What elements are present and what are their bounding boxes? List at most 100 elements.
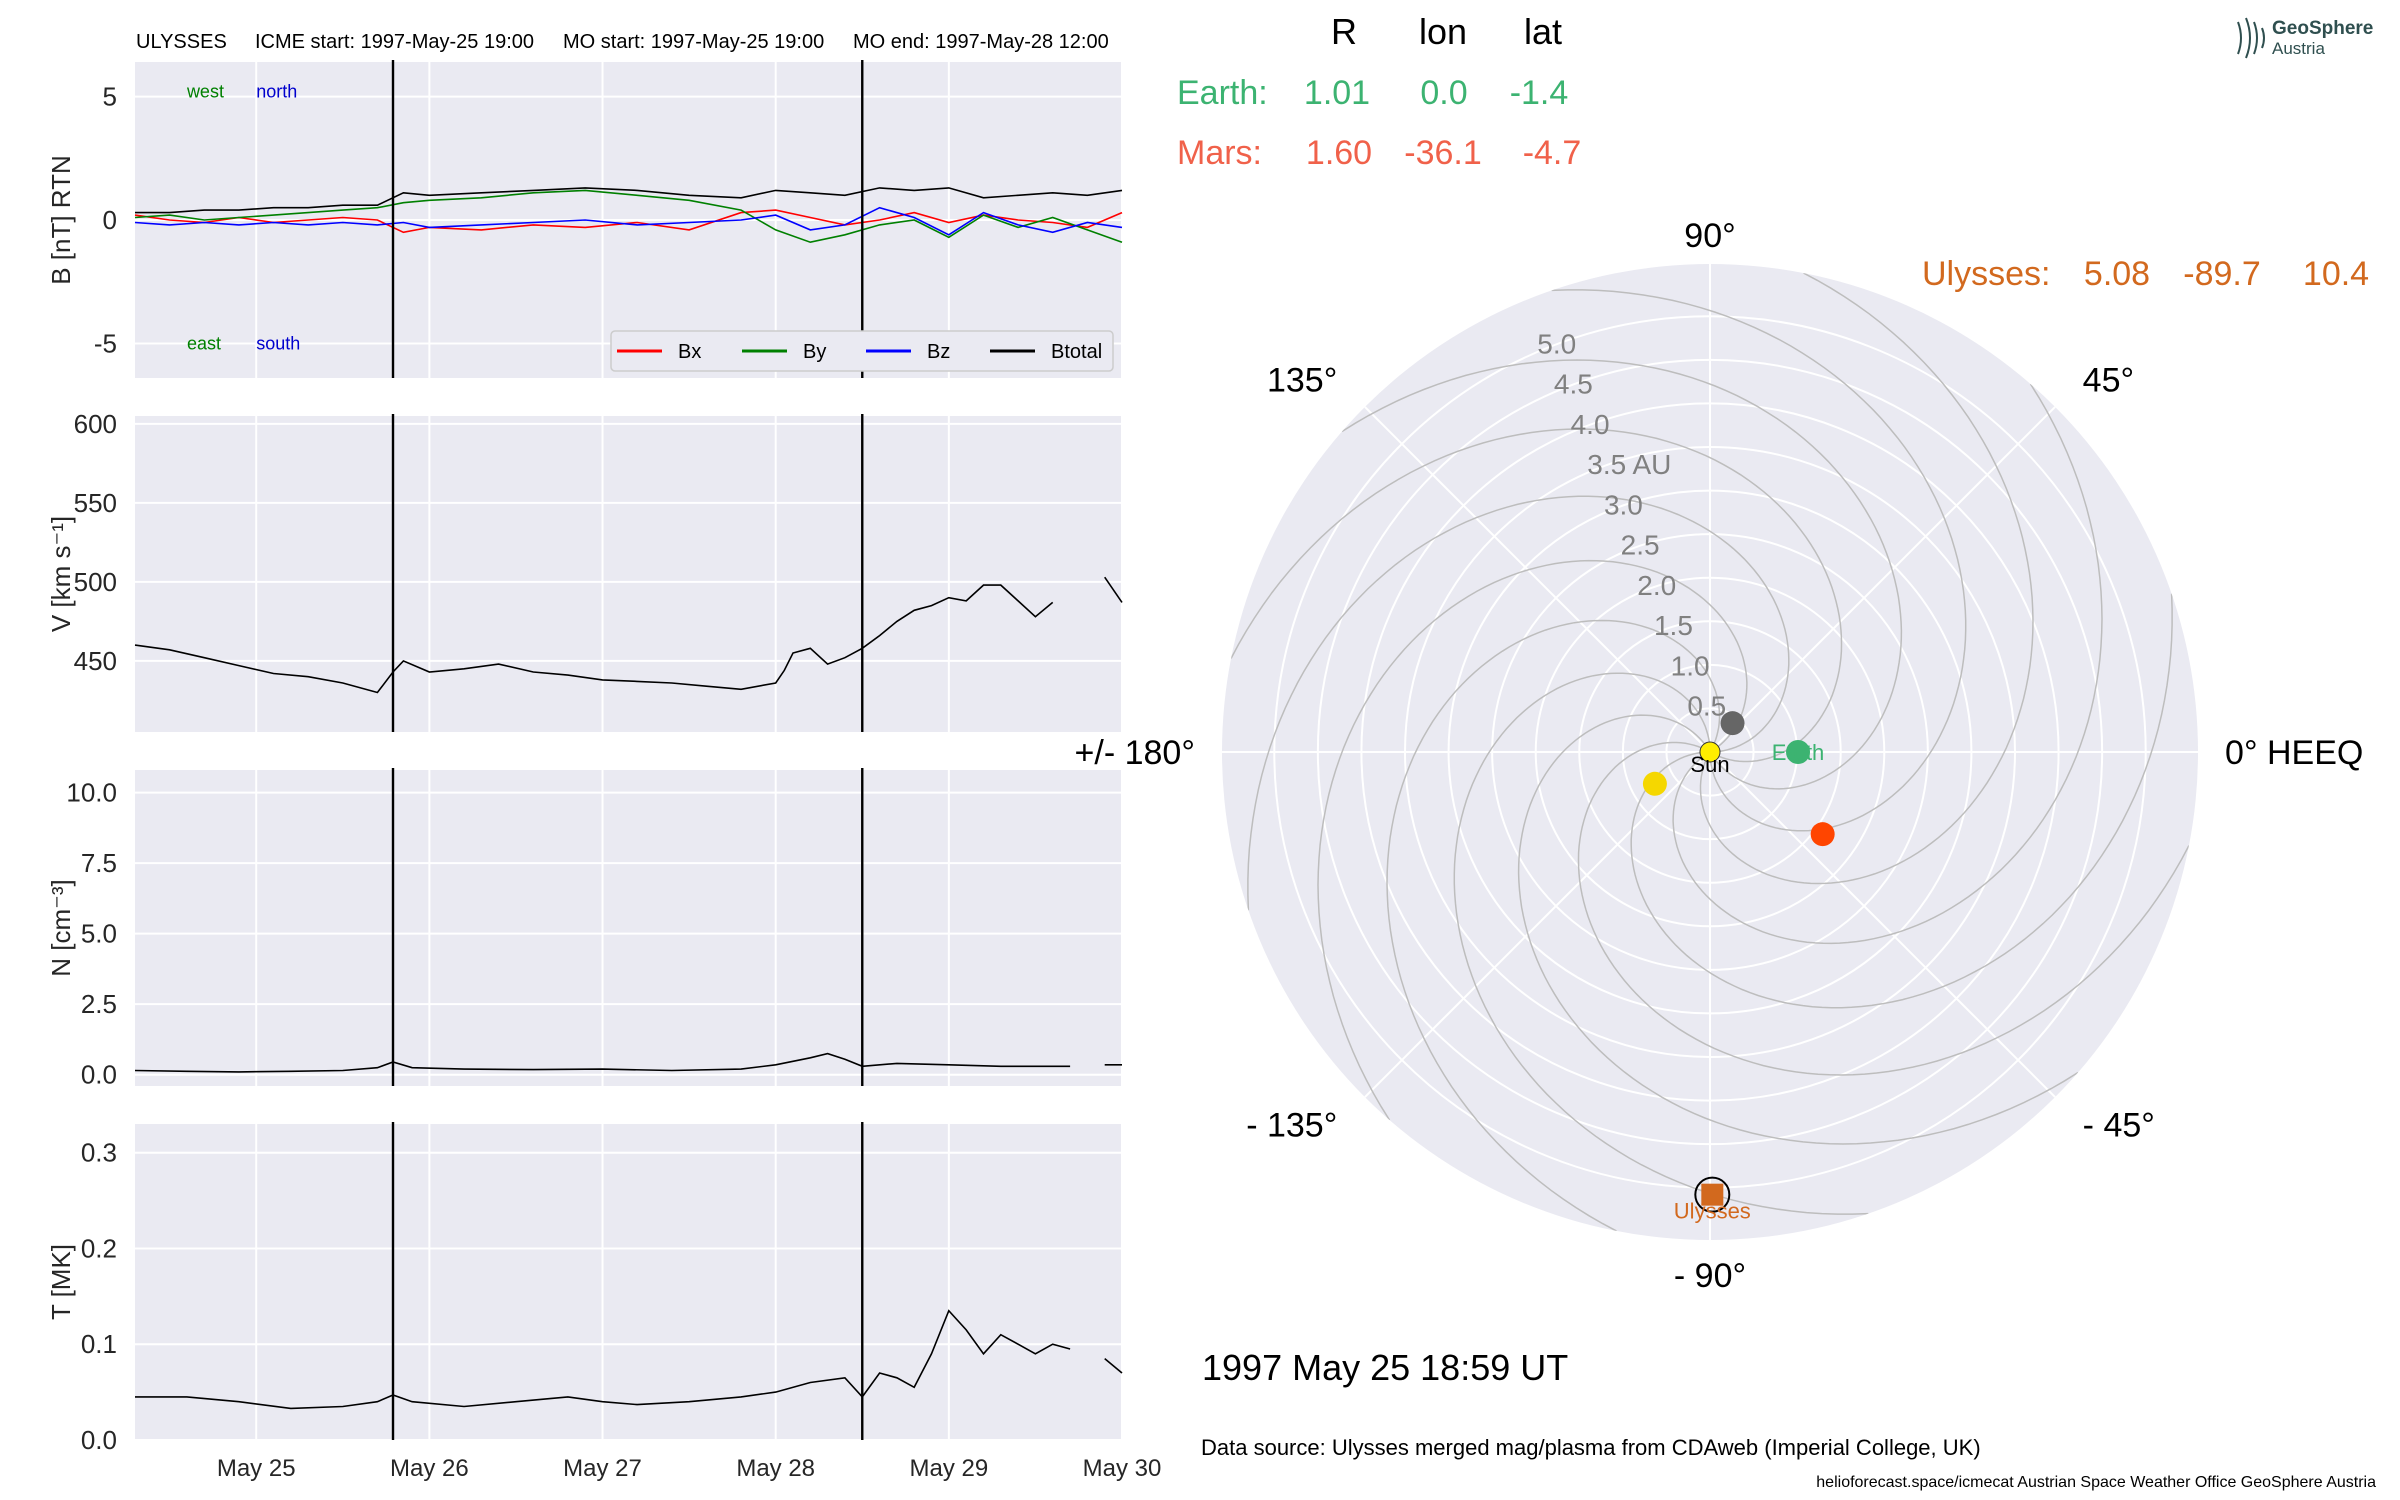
x-tick-label: May 27 (563, 1455, 642, 1482)
y-tick-label: 0.0 (81, 1060, 117, 1090)
body-marker (1720, 711, 1745, 736)
y-tick-label: 10.0 (66, 778, 117, 808)
polar-plot: 0.5 1.0 1.5 2.0 2.5 3.0 3.5 AU 4.0 4.5 5.0 90° 45° 0… (1075, 217, 2364, 1295)
y-tick-label: 0.3 (81, 1138, 117, 1168)
ulysses-r: 5.08 (2084, 255, 2150, 293)
radial-tick-label: 4.0 (1571, 409, 1610, 440)
y-tick-label: 0.2 (81, 1233, 117, 1263)
mars-r: 1.60 (1306, 134, 1372, 172)
series-line (135, 1309, 1071, 1410)
series-line (1104, 576, 1123, 603)
date-label: 1997 May 25 18:59 UT (1202, 1347, 1568, 1388)
logo-swirl-icon (2237, 17, 2265, 59)
b-panel: -5 0 5 B [nT] RTN west north east south (46, 60, 1123, 378)
radial-tick-label: 5.0 (1537, 328, 1576, 359)
earth-marker (1786, 740, 1811, 764)
x-tick-label: May 26 (390, 1455, 469, 1482)
angle-label: - 45° (2083, 1107, 2155, 1145)
x-tick-label: May 29 (909, 1455, 988, 1482)
y-tick-label: -5 (94, 328, 117, 358)
angle-label: +/- 180° (1075, 734, 1195, 772)
annotation-east: east (187, 333, 221, 353)
mars-name: Mars: (1177, 134, 1262, 172)
legend-label-btotal: Btotal (1051, 341, 1102, 363)
series-line-bx (134, 209, 1123, 234)
radial-tick-label: 2.0 (1637, 570, 1676, 601)
v-panel: 450 500 550 600 V [km s⁻¹] (46, 409, 1123, 732)
earth-name: Earth: (1177, 74, 1268, 112)
angle-label: 0° HEEQ (2225, 734, 2363, 772)
y-tick-label: 0.1 (81, 1329, 117, 1359)
radial-tick-label: 1.0 (1671, 650, 1710, 681)
x-tick-label: May 25 (217, 1455, 296, 1482)
angle-label: 135° (1267, 361, 1337, 399)
b-y-axis-label: B [nT] RTN (46, 155, 76, 285)
time-series-panels: -5 0 5 B [nT] RTN west north east south 450 500 55… (46, 60, 1161, 1482)
parker-spiral (1577, 741, 2190, 1076)
parker-spiral (1699, 272, 2034, 885)
series-line-btotal (135, 187, 1123, 214)
series-line (1104, 1357, 1123, 1374)
n-panel: 0.0 2.5 5.0 7.5 10.0 N [cm⁻³] (46, 768, 1123, 1090)
v-panel-bg (135, 416, 1122, 732)
radial-tick-label: 2.5 (1621, 530, 1660, 561)
parker-spiral (1317, 559, 1748, 1121)
t-panel: 0.0 0.1 0.2 0.3 T [MK] May 25 May 26 May 27 May … (46, 1122, 1161, 1482)
angle-label: - 135° (1246, 1107, 1337, 1145)
mars-lon: -36.1 (1404, 134, 1482, 172)
col-header-lon: lon (1419, 11, 1467, 52)
radial-tick-label: 3.0 (1604, 489, 1643, 520)
angular-gridline (1709, 751, 2056, 1098)
body-marker (1642, 771, 1667, 796)
angle-label: 90° (1684, 217, 1735, 255)
radial-tick-label: 3.5 AU (1587, 449, 1671, 480)
logo-line1: GeoSphere (2272, 18, 2373, 39)
y-tick-label: 0 (103, 205, 117, 235)
series-line-by (134, 189, 1123, 244)
legend-label-bz: Bz (927, 341, 950, 363)
y-tick-label: 7.5 (81, 848, 117, 878)
ulysses-lon: -89.7 (2183, 255, 2261, 293)
ulysses-name: Ulysses: (1922, 255, 2050, 293)
earth-r: 1.01 (1304, 74, 1370, 112)
data-source: Data source: Ulysses merged mag/plasma f… (1201, 1435, 1981, 1460)
col-header-r: R (1331, 11, 1357, 52)
n-panel-bg (135, 770, 1122, 1086)
parker-spiral (1247, 495, 1790, 911)
parker-spiral (1341, 359, 1903, 790)
parker-spiral (1386, 619, 1721, 1232)
y-tick-label: 500 (74, 567, 117, 597)
y-tick-label: 600 (74, 409, 117, 439)
logo-line2: Austria (2272, 39, 2325, 58)
ulysses-marker-label: Ulysses (1674, 1199, 1751, 1224)
parker-spiral (1517, 714, 2079, 1145)
y-tick-label: 0.0 (81, 1425, 117, 1455)
ulysses-marker-ring (1694, 1176, 1731, 1213)
v-y-axis-label: V [km s⁻¹] (46, 516, 76, 632)
annotation-south: south (256, 333, 300, 353)
parker-spiral (1630, 593, 2173, 1009)
earth-lat: -1.4 (1510, 74, 1569, 112)
parker-spirals (1230, 272, 2190, 1232)
t-panel-bg (135, 1124, 1122, 1440)
sun-marker (1699, 741, 1721, 763)
legend-label-bx: Bx (678, 341, 701, 363)
position-table: R lon lat Earth: 1.01 0.0 -1.4 Mars: 1.6… (1177, 11, 2369, 293)
parker-spiral (1453, 672, 1869, 1215)
angular-gridline (1709, 406, 2056, 753)
b-legend: Bx By Bz Btotal (610, 330, 1114, 372)
y-tick-label: 550 (74, 488, 117, 518)
geosphere-logo: GeoSphere Austria (2237, 17, 2373, 59)
x-tick-label: May 30 (1083, 1455, 1162, 1482)
annotation-west: west (186, 82, 224, 102)
y-tick-label: 2.5 (81, 989, 117, 1019)
earth-lon: 0.0 (1420, 74, 1467, 112)
n-y-axis-label: N [cm⁻³] (46, 879, 76, 977)
icme-start-label: ICME start: 1997-May-25 19:00 (255, 31, 534, 53)
mo-start-label: MO start: 1997-May-25 19:00 (563, 31, 824, 53)
radial-tick-label: 0.5 (1687, 691, 1726, 722)
angular-gridline (1364, 406, 1711, 753)
parker-spiral (1672, 383, 2103, 945)
footer-credits: helioforecast.space/icmecat Austrian Spa… (1816, 1474, 2376, 1491)
